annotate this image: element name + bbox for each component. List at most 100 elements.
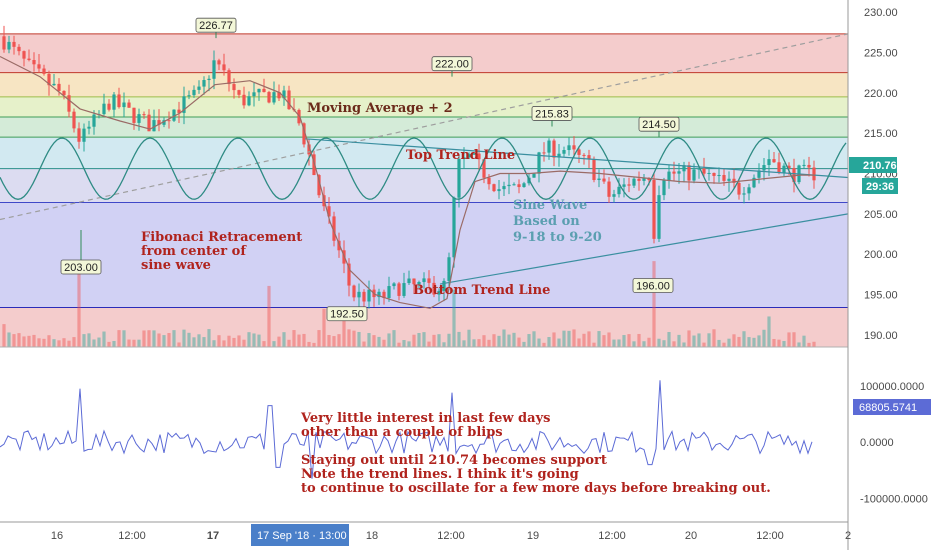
indicator-tick-label: 0.0000 (860, 437, 894, 449)
time-axis-ticks: 16 12:00 17 18 12:00 19 12:00 20 12:00 2 (51, 530, 851, 542)
volume-bar (402, 340, 406, 347)
candle-body (727, 178, 731, 181)
annotation-fib-3: sine wave (141, 258, 211, 273)
volume-bar (677, 334, 681, 347)
volume-bar (697, 333, 701, 347)
volume-bar (622, 335, 626, 347)
volume-bar (692, 335, 696, 347)
volume-bar (37, 338, 41, 347)
time-tick-label: 17 (207, 530, 219, 542)
time-tick-label: 20 (685, 530, 697, 542)
candle-body (22, 51, 26, 59)
candle-body (782, 165, 786, 173)
candle-body (582, 154, 586, 156)
candle-body (802, 164, 806, 166)
candle-body (347, 263, 351, 286)
candle-body (502, 186, 506, 190)
callout-label: 226.77 (199, 20, 233, 32)
bottom-trend-line (439, 213, 849, 285)
volume-bar (162, 335, 166, 347)
candle-body (267, 92, 271, 103)
candle-body (92, 114, 96, 127)
candle-body (352, 285, 356, 298)
price-callout: 192.50 (326, 306, 368, 322)
volume-bar (302, 333, 306, 347)
time-tick-label: 18 (366, 530, 378, 542)
candle-body (17, 46, 21, 52)
indicator-tick-label: -100000.0000 (860, 493, 928, 505)
candle-body (392, 283, 396, 287)
volume-bar (777, 339, 781, 347)
annotation-moving-average: Moving Average + 2 (307, 101, 453, 116)
price-callout: 196.00 (632, 278, 674, 293)
candle-body (457, 159, 461, 198)
price-callout: 214.50 (638, 116, 680, 138)
candle-body (337, 240, 341, 251)
candle-body (777, 162, 781, 173)
candle-body (252, 92, 256, 97)
price-callout: 226.77 (195, 17, 237, 39)
volume-bar (427, 341, 431, 347)
overlays (0, 33, 849, 309)
candle-body (532, 173, 536, 178)
fib-zone (0, 202, 848, 308)
price-tick-label: 220.00 (864, 88, 898, 100)
candle-body (402, 283, 406, 296)
volume-bar (627, 334, 631, 347)
volume-bar (87, 333, 91, 347)
volume-bar (17, 333, 21, 347)
volume-bar (707, 333, 711, 347)
candle-body (697, 168, 701, 170)
candle-body (617, 186, 621, 195)
volume-bar (422, 332, 426, 347)
candle-body (197, 86, 201, 90)
time-tick-label: 2 (845, 530, 851, 542)
candle-body (537, 152, 541, 174)
candle-body (242, 94, 246, 106)
volume-bar (107, 341, 111, 347)
volume-bar (607, 332, 611, 347)
volume-bar (452, 289, 456, 347)
callout-box (632, 278, 674, 293)
volume-bar (482, 335, 486, 347)
candle-body (127, 102, 131, 108)
volume-bars (2, 261, 816, 347)
candle-body (557, 153, 561, 158)
candle-body (422, 278, 426, 283)
candle-body (397, 283, 401, 296)
candle-body (482, 159, 486, 178)
candle-body (667, 171, 671, 181)
volume-bar (687, 330, 691, 347)
candle-body (247, 96, 251, 106)
candle-body (807, 164, 811, 168)
candle-body (182, 96, 186, 113)
moving-average-line (0, 55, 815, 309)
volume-bar (192, 337, 196, 347)
volume-bar (812, 341, 816, 347)
crosshair-time-label: 17 Sep '18 · 13:00 (257, 530, 347, 542)
volume-bar (227, 335, 231, 347)
volume-bar (672, 341, 676, 347)
volume-bar (147, 330, 151, 347)
volume-bar (802, 335, 806, 347)
volume-bar (722, 342, 726, 347)
volume-bar (292, 330, 296, 347)
candle-body (387, 286, 391, 299)
candle-body (102, 103, 106, 115)
callout-label: 215.83 (535, 108, 569, 120)
volume-bar (142, 330, 146, 347)
indicator-note-1: Very little interest in last few days (300, 411, 550, 426)
volume-bar (552, 332, 556, 347)
callout-box (531, 106, 573, 121)
volume-bar (487, 339, 491, 347)
volume-bar (372, 335, 376, 347)
candle-body (122, 102, 126, 108)
volume-bar (202, 337, 206, 347)
volume-bar (652, 261, 656, 347)
volume-bar (72, 337, 76, 347)
volume-bar (357, 331, 361, 347)
volume-bar (527, 334, 531, 347)
volume-bar (67, 340, 71, 347)
time-tick-label: 12:00 (756, 530, 784, 542)
volume-bar (632, 341, 636, 347)
